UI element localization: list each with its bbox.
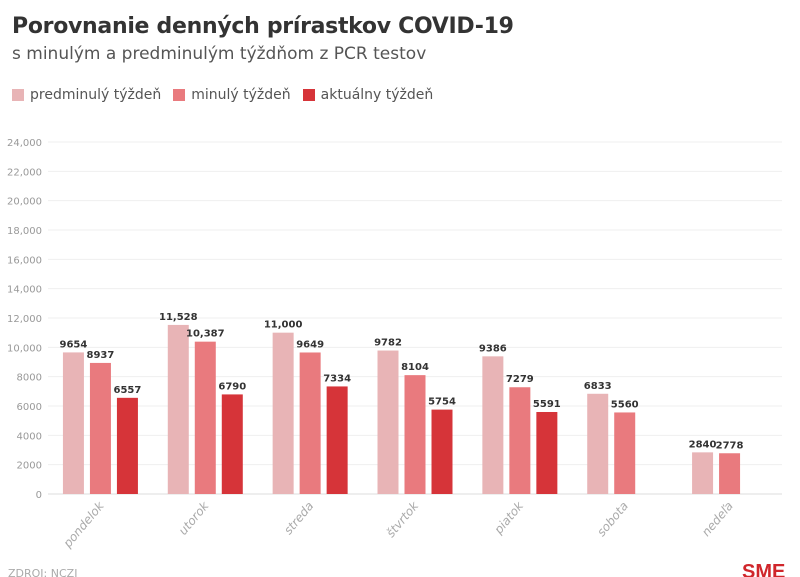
- bar: [692, 452, 714, 494]
- data-label: 6833: [584, 381, 612, 392]
- legend-swatch: [12, 89, 24, 101]
- x-tick-label: utorok: [176, 498, 212, 538]
- bar: [326, 386, 348, 494]
- bar: [272, 332, 294, 494]
- y-tick-label: 14,000: [7, 285, 42, 296]
- data-label: 5591: [533, 399, 561, 410]
- bar: [719, 453, 741, 494]
- legend-item-aktualny[interactable]: aktuálny týždeň: [302, 87, 434, 103]
- data-label: 2840: [689, 439, 717, 450]
- legend-label: aktuálny týždeň: [320, 87, 434, 103]
- y-tick-label: 12,000: [7, 314, 42, 325]
- y-tick-label: 10,000: [7, 343, 42, 354]
- legend-item-minuly[interactable]: minulý týždeň: [173, 87, 291, 103]
- bar: [536, 411, 558, 494]
- data-label: 8937: [87, 350, 115, 361]
- bar: [62, 352, 84, 494]
- data-label: 8104: [401, 362, 429, 373]
- bar: [431, 409, 453, 494]
- data-label: 2778: [716, 440, 744, 451]
- data-label: 10,387: [186, 329, 225, 340]
- bar: [587, 393, 609, 494]
- x-tick-label: štvrtok: [384, 498, 422, 540]
- bar: [509, 387, 531, 494]
- y-tick-label: 8000: [17, 373, 42, 384]
- bar: [299, 352, 321, 494]
- x-tick-label: pondelok: [60, 498, 108, 551]
- data-label: 11,528: [159, 312, 198, 323]
- data-label: 7334: [323, 373, 351, 384]
- y-tick-label: 2000: [17, 461, 42, 472]
- y-tick-label: 16,000: [7, 255, 42, 266]
- y-tick-label: 24,000: [7, 138, 42, 149]
- source-note: ZDROJ: NCZI: [8, 567, 78, 577]
- legend-swatch: [173, 89, 186, 101]
- bar: [404, 375, 426, 494]
- data-label: 9782: [374, 338, 402, 349]
- y-tick-label: 0: [36, 490, 42, 501]
- data-label: 9654: [60, 339, 88, 350]
- data-label: 11,000: [264, 320, 303, 331]
- legend-item-predminuly[interactable]: predminulý týždeň: [12, 87, 161, 103]
- x-tick-label: streda: [281, 499, 316, 537]
- data-label: 9649: [296, 339, 324, 350]
- legend-label: predminulý týždeň: [30, 87, 162, 103]
- bar: [614, 412, 636, 494]
- chart-title: Porovnanie denných prírastkov COVID-19: [12, 14, 514, 39]
- data-label: 9386: [479, 343, 507, 354]
- sme-logo: SME: [742, 561, 786, 577]
- legend-label: minulý týždeň: [191, 87, 291, 103]
- bar: [116, 397, 138, 494]
- y-tick-label: 20,000: [7, 197, 42, 208]
- data-label: 7279: [506, 374, 534, 385]
- x-tick-label: sobota: [594, 499, 631, 539]
- bar: [194, 341, 216, 494]
- bar: [167, 324, 189, 494]
- bar: [377, 350, 399, 494]
- data-label: 5754: [428, 397, 456, 408]
- y-tick-label: 4000: [17, 431, 42, 442]
- y-tick-label: 22,000: [7, 167, 42, 178]
- y-tick-label: 18,000: [7, 226, 42, 237]
- x-tick-label: nedeľa: [699, 499, 736, 539]
- legend: predminulý týždeň minulý týždeň aktuálny…: [12, 87, 433, 103]
- data-label: 6790: [218, 381, 246, 392]
- data-label: 6557: [114, 385, 142, 396]
- bar: [482, 356, 504, 494]
- legend-swatch: [302, 89, 315, 101]
- bar: [221, 394, 243, 494]
- chart-subtitle: s minulým a predminulým týždňom z PCR te…: [12, 44, 427, 64]
- x-tick-label: piatok: [491, 498, 527, 537]
- y-tick-label: 6000: [17, 402, 42, 413]
- data-label: 5560: [611, 399, 639, 410]
- bar: [89, 362, 111, 494]
